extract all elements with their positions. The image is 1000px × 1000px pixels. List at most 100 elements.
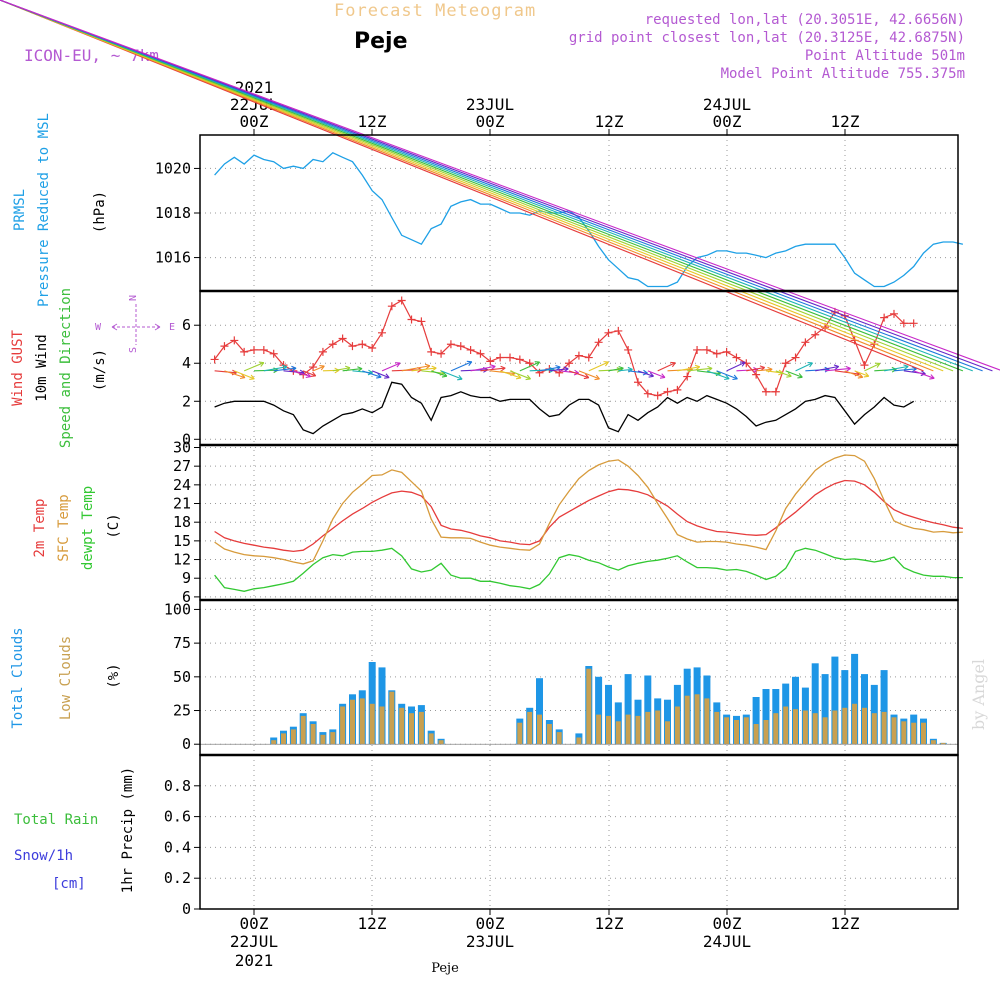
low-clouds-label: Low Clouds (58, 636, 74, 720)
y-tick-label: 24 (173, 476, 191, 494)
dewpt-line (214, 547, 963, 592)
low-clouds-bar (330, 732, 336, 745)
gust-marker (407, 315, 416, 324)
total-clouds-bar (752, 697, 760, 745)
low-clouds-bar (812, 713, 818, 745)
y-tick-label: 75 (173, 634, 191, 652)
gust-marker (663, 387, 672, 396)
wind-direction-arrow (519, 361, 540, 372)
bottom-tick-label: 00Z (476, 914, 505, 933)
gust-marker (358, 340, 367, 349)
low-clouds-bar (743, 717, 749, 745)
gust-marker (752, 370, 761, 379)
gust-marker (377, 328, 386, 337)
wind-arrow-head (424, 363, 431, 370)
gust-marker (633, 378, 642, 387)
y-tick-label: 2 (182, 392, 191, 410)
total-clouds-bar (811, 663, 819, 745)
wind-direction-arrow (0, 0, 983, 372)
wind-direction-arrow (234, 370, 255, 380)
low-clouds-bar (763, 720, 769, 745)
wind-direction-arrow (815, 365, 839, 372)
wind-direction-arrow (352, 370, 373, 374)
gust-marker (220, 342, 229, 351)
y-tick-label: 18 (173, 513, 191, 531)
wind-direction-arrow (243, 362, 265, 372)
wind-arrow-head (863, 372, 870, 378)
gust-marker (889, 309, 898, 318)
wind-direction-arrow (381, 362, 401, 372)
gridpoint-lonlat: grid point closest lon,lat (20.3125E, 42… (569, 30, 965, 46)
gust-marker (594, 338, 603, 347)
total-clouds-bar (841, 670, 849, 745)
low-clouds-bar (773, 713, 779, 745)
total-clouds-bar (831, 656, 839, 745)
gust-marker (309, 363, 318, 372)
gust-line (214, 299, 914, 397)
wind-direction-arrow (677, 366, 700, 372)
wind-direction-arrow (0, 0, 964, 372)
low-clouds-bar (724, 717, 730, 745)
bottom-tick-label: 12Z (595, 914, 624, 933)
footer-station: Peje (431, 961, 459, 976)
wind-direction-arrow (854, 370, 869, 377)
wind-direction-arrow (0, 0, 1000, 371)
y-tick-label: 100 (164, 600, 191, 618)
gust-label: Wind GUST (10, 330, 26, 406)
gust-marker (496, 353, 505, 362)
gust-marker (348, 342, 357, 351)
y-tick-label: 25 (173, 702, 191, 720)
compass-s: S (128, 347, 139, 353)
gust-marker (801, 338, 810, 347)
wind-arrow-head (707, 365, 713, 372)
compass-w: W (95, 322, 102, 333)
gust-marker (860, 361, 869, 370)
bottom-tick-label: 00Z (713, 914, 742, 933)
gust-marker (338, 334, 347, 343)
low-clouds-bar (842, 707, 848, 745)
gust-marker (693, 345, 702, 354)
low-clouds-bar (320, 734, 326, 745)
low-clouds-bar (694, 694, 700, 745)
y-tick-label: 30 (173, 438, 191, 456)
low-clouds-bar (606, 715, 611, 745)
gust-marker (653, 391, 662, 400)
wind-direction-arrow (0, 0, 993, 372)
wind-arrow-head (740, 361, 746, 367)
temp-unit: (C) (106, 513, 122, 538)
wind-direction-arrow (263, 366, 287, 372)
wind-direction-arrow (775, 370, 792, 377)
low-clouds-bar (369, 703, 375, 745)
top-tick-label: 00Z (240, 112, 269, 131)
gust-marker (318, 347, 327, 356)
gust-marker (584, 353, 593, 362)
wind-direction-arrow (0, 0, 934, 372)
low-clouds-bar (655, 710, 661, 745)
sfc-temp-line (214, 454, 963, 565)
gust-marker (437, 349, 446, 358)
wind-direction-arrow (746, 366, 765, 372)
low-clouds-bar (399, 707, 405, 745)
gust-marker (446, 340, 455, 349)
low-clouds-bar (310, 724, 316, 745)
wind-direction-arrow (647, 370, 666, 379)
compass-rose-icon: N S W E (95, 295, 175, 353)
wind-direction-arrow (431, 370, 448, 377)
total-clouds-bar (762, 689, 770, 745)
wind-arrow-head (724, 374, 730, 381)
wind-arrow-head (534, 361, 541, 367)
wind-arrow-head (258, 361, 265, 367)
gust-marker (427, 347, 436, 356)
y-tick-label: 4 (182, 354, 191, 372)
station-name: Peje (354, 29, 408, 54)
y-tick-label: 0 (182, 430, 191, 448)
y-tick-label: 6 (182, 316, 191, 334)
gust-marker (604, 328, 613, 337)
total-clouds-bar (378, 667, 386, 745)
rain-label: Total Rain (14, 812, 98, 828)
top-tick-label: 00Z (476, 112, 505, 131)
pressure-line (214, 152, 964, 288)
low-clouds-bar (684, 695, 690, 745)
gust-marker (712, 349, 721, 358)
wind-direction-arrow (785, 370, 803, 378)
